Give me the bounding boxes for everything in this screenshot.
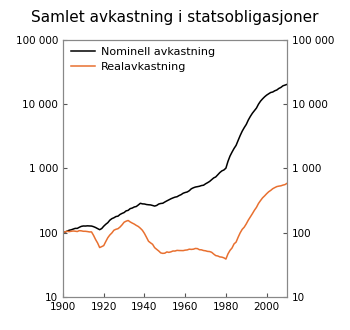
Nominell avkastning [191,186,195,190]
Line: Realavkastning: Realavkastning [63,183,287,259]
Realavkastning [165,250,169,254]
Nominell avkastning [165,199,169,203]
Realavkastning [191,247,195,251]
Realavkastning [224,257,228,261]
Text: Samlet avkastning i statsobligasjoner: Samlet avkastning i statsobligasjoner [31,10,319,25]
Realavkastning [285,182,289,185]
Realavkastning [112,228,116,232]
Realavkastning [145,235,149,239]
Nominell avkastning [277,86,281,90]
Line: Nominell avkastning: Nominell avkastning [63,84,287,233]
Nominell avkastning [61,231,65,235]
Nominell avkastning [112,216,116,220]
Nominell avkastning [145,203,149,207]
Realavkastning [279,184,283,188]
Nominell avkastning [118,213,122,216]
Nominell avkastning [285,82,289,86]
Realavkastning [61,231,65,235]
Realavkastning [118,225,122,229]
Legend: Nominell avkastning, Realavkastning: Nominell avkastning, Realavkastning [69,45,217,74]
